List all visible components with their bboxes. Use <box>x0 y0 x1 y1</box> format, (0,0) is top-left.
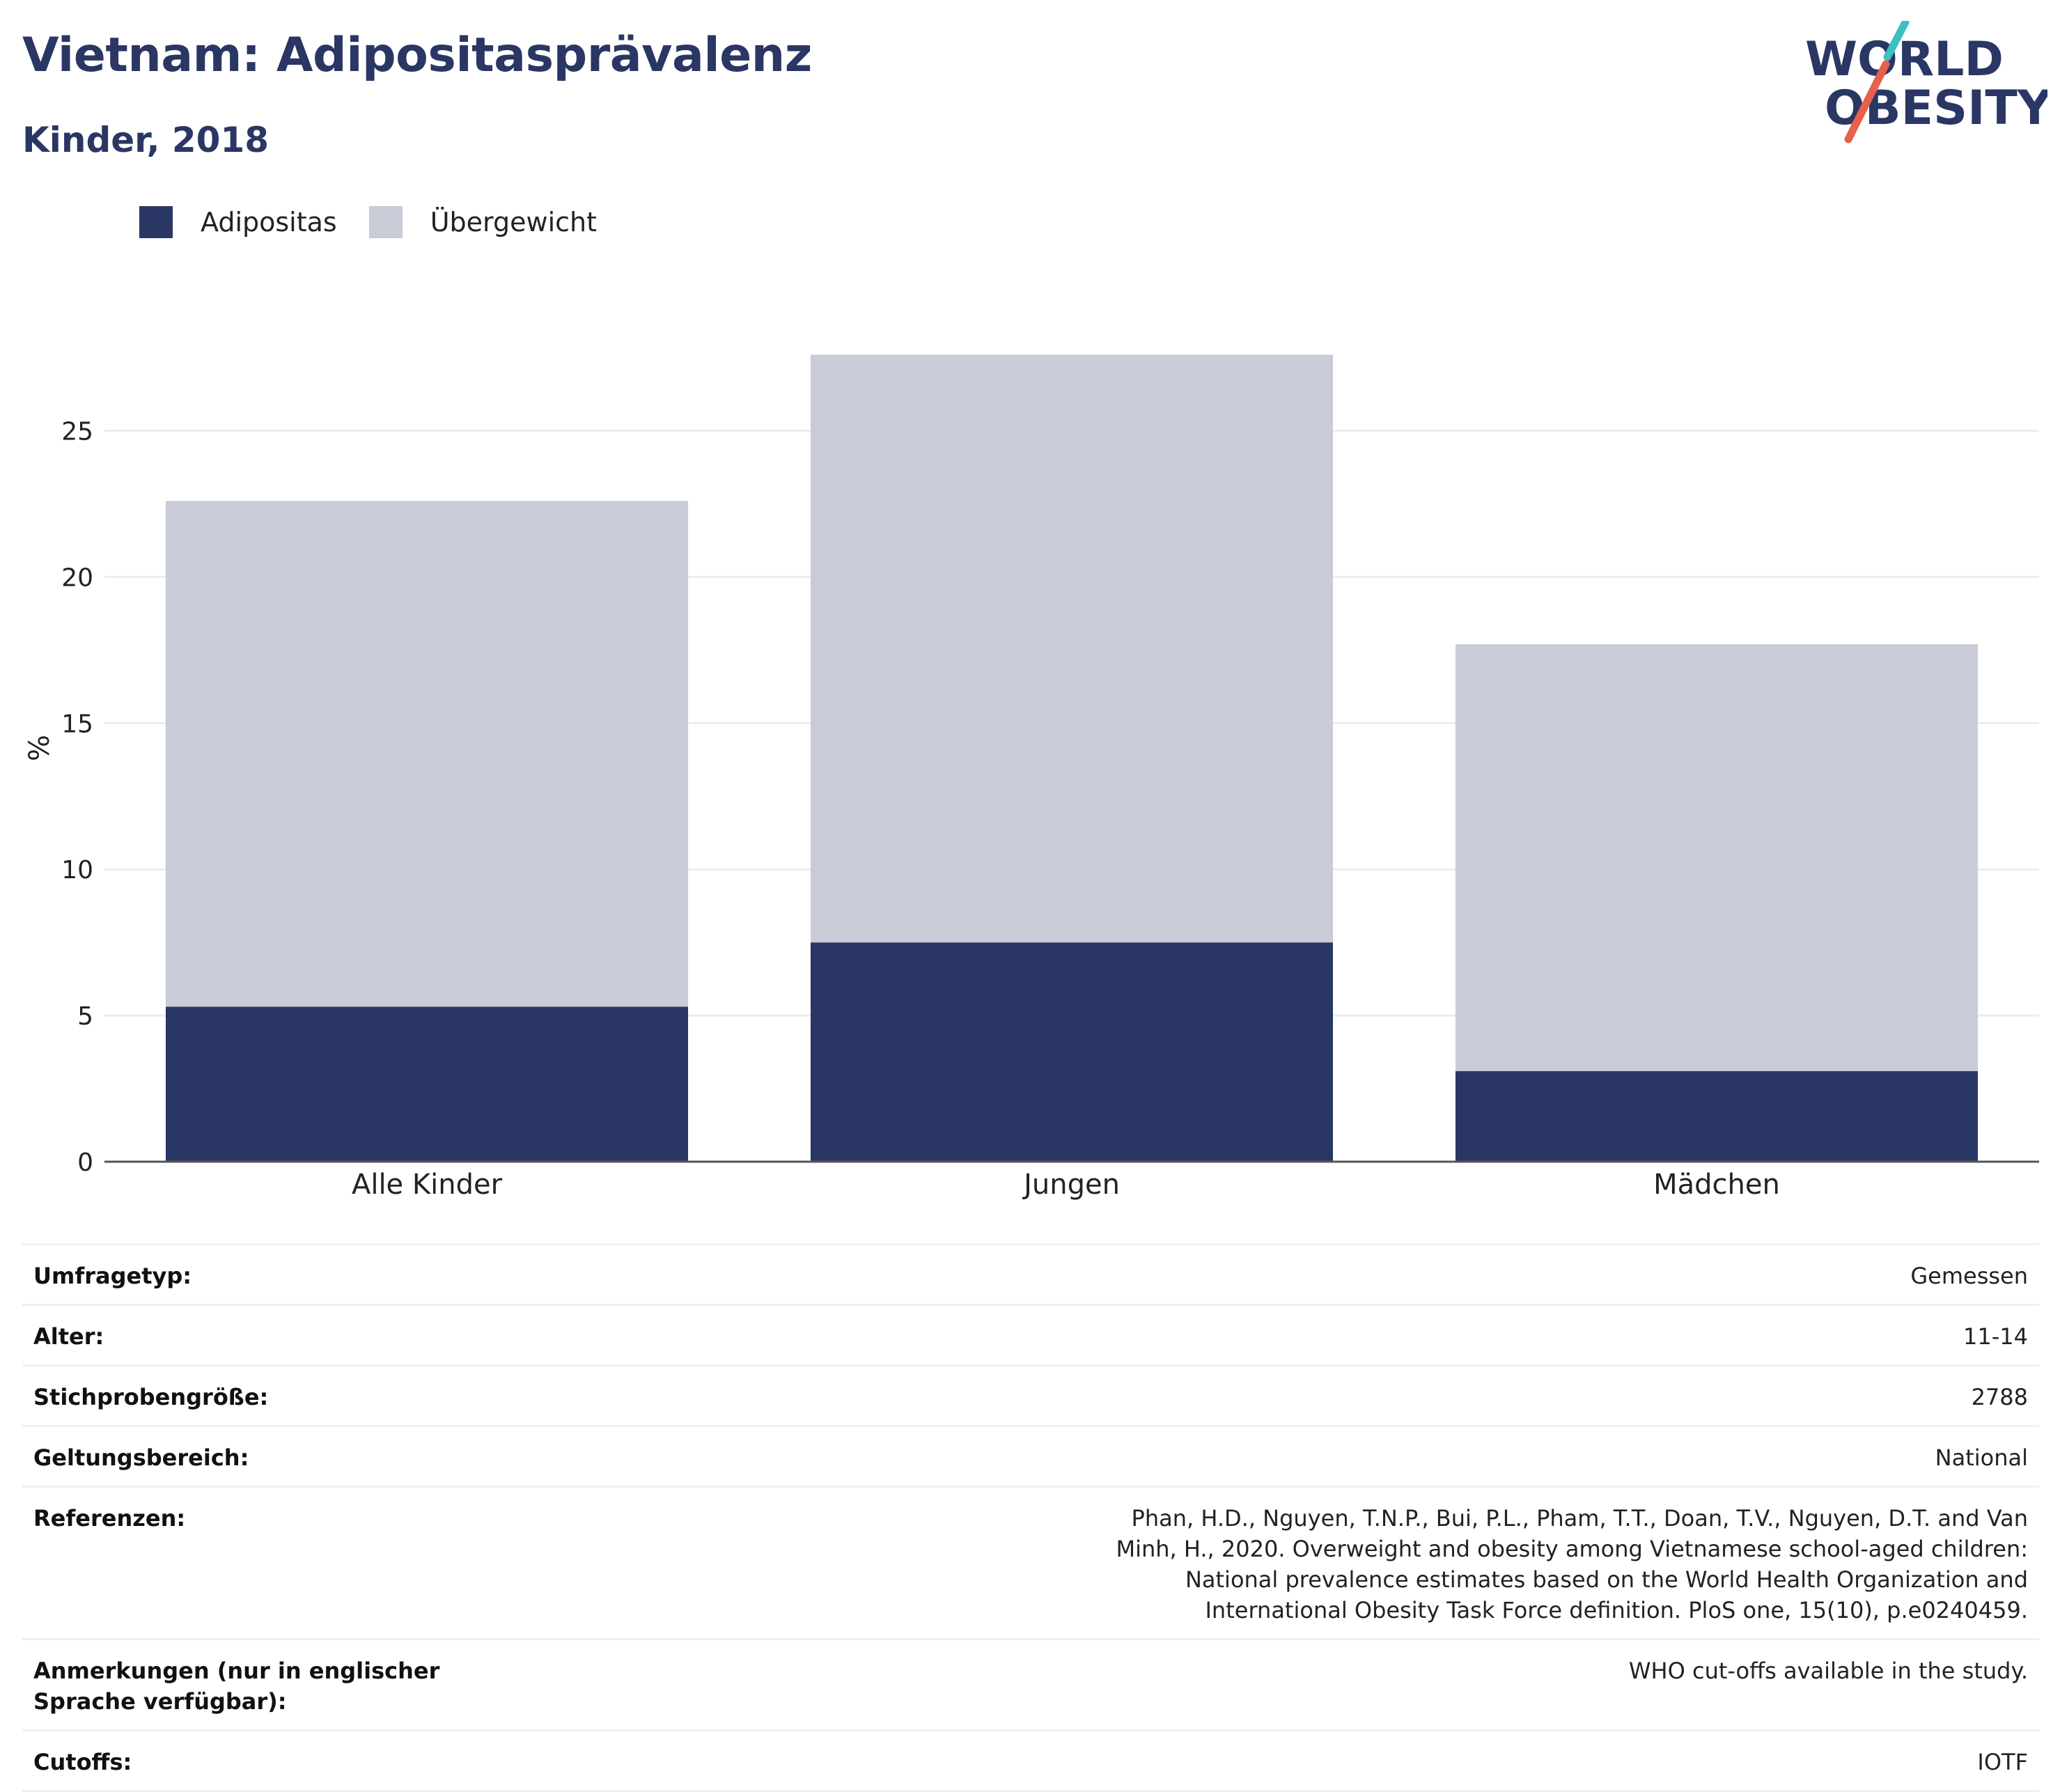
info-value: IOTF <box>532 1729 2039 1792</box>
bar-adipositas <box>810 942 1334 1162</box>
page-title: Vietnam: Adipositasprävalenz <box>22 28 812 83</box>
legend-label-uebergewicht: Übergewicht <box>430 207 597 237</box>
info-label: Anmerkungen (nur in englischer Sprache v… <box>22 1638 532 1731</box>
bar-übergewicht <box>165 501 689 1007</box>
legend-swatch-adipositas <box>139 206 173 238</box>
info-value: Phan, H.D., Nguyen, T.N.P., Bui, P.L., P… <box>532 1486 2039 1639</box>
legend-swatch-uebergewicht <box>368 206 403 238</box>
table-row: Cutoffs: IOTF <box>22 1729 2039 1792</box>
bar-übergewicht <box>1455 644 1979 1071</box>
survey-info-table: Umfragetyp: Gemessen Alter: 11-14 Stichp… <box>22 1243 2039 1792</box>
y-tick-label: 15 <box>61 710 93 738</box>
bar-übergewicht <box>810 354 1334 943</box>
info-value: 11-14 <box>532 1304 2039 1366</box>
table-row: Referenzen: Phan, H.D., Nguyen, T.N.P., … <box>22 1486 2039 1639</box>
table-row: Stichprobengröße: 2788 <box>22 1364 2039 1426</box>
legend-item-adipositas[interactable]: Adipositas <box>139 206 337 238</box>
stacked-bar-chart: 0 5 10 15 20 25% Alle Kinder Jungen Mädchen <box>24 354 2039 1201</box>
bar-adipositas <box>1455 1070 1979 1162</box>
table-row: Anmerkungen (nur in englischer Sprache v… <box>22 1638 2039 1731</box>
chart-legend: Adipositas Übergewicht <box>139 206 629 238</box>
logo-slash-bottom <box>1844 60 1890 143</box>
bar-adipositas <box>165 1006 689 1162</box>
info-value: 2788 <box>532 1364 2039 1426</box>
table-row: Umfragetyp: Gemessen <box>22 1243 2039 1305</box>
world-obesity-logo: WORLD OBESITY <box>1805 21 2047 143</box>
legend-label-adipositas: Adipositas <box>201 207 337 237</box>
page-subtitle: Kinder, 2018 <box>22 120 270 160</box>
x-tick-label: Mädchen <box>1653 1169 1780 1201</box>
info-label: Geltungsbereich: <box>22 1425 532 1487</box>
table-row: Geltungsbereich: National <box>22 1425 2039 1487</box>
y-tick-label: 20 <box>61 563 93 592</box>
legend-item-uebergewicht[interactable]: Übergewicht <box>368 206 597 238</box>
x-tick-label: Alle Kinder <box>352 1169 503 1201</box>
info-value: WHO cut-offs available in the study. <box>532 1638 2039 1731</box>
info-label: Cutoffs: <box>22 1729 532 1792</box>
y-tick-label: 5 <box>77 1002 93 1031</box>
logo-slash-top <box>1883 21 1910 61</box>
info-value: National <box>532 1425 2039 1487</box>
info-label: Alter: <box>22 1304 532 1366</box>
y-axis-label: % <box>24 735 56 761</box>
y-tick-label: 0 <box>77 1148 93 1177</box>
table-row: Alter: 11-14 <box>22 1304 2039 1366</box>
y-tick-label: 25 <box>61 418 93 446</box>
info-label: Stichprobengröße: <box>22 1364 532 1426</box>
x-tick-label: Jungen <box>1022 1169 1120 1201</box>
info-label: Referenzen: <box>22 1486 532 1639</box>
logo-word-world: WORLD <box>1805 32 2004 87</box>
y-tick-label: 10 <box>61 856 93 885</box>
info-value: Gemessen <box>532 1243 2039 1305</box>
info-label: Umfragetyp: <box>22 1243 532 1305</box>
